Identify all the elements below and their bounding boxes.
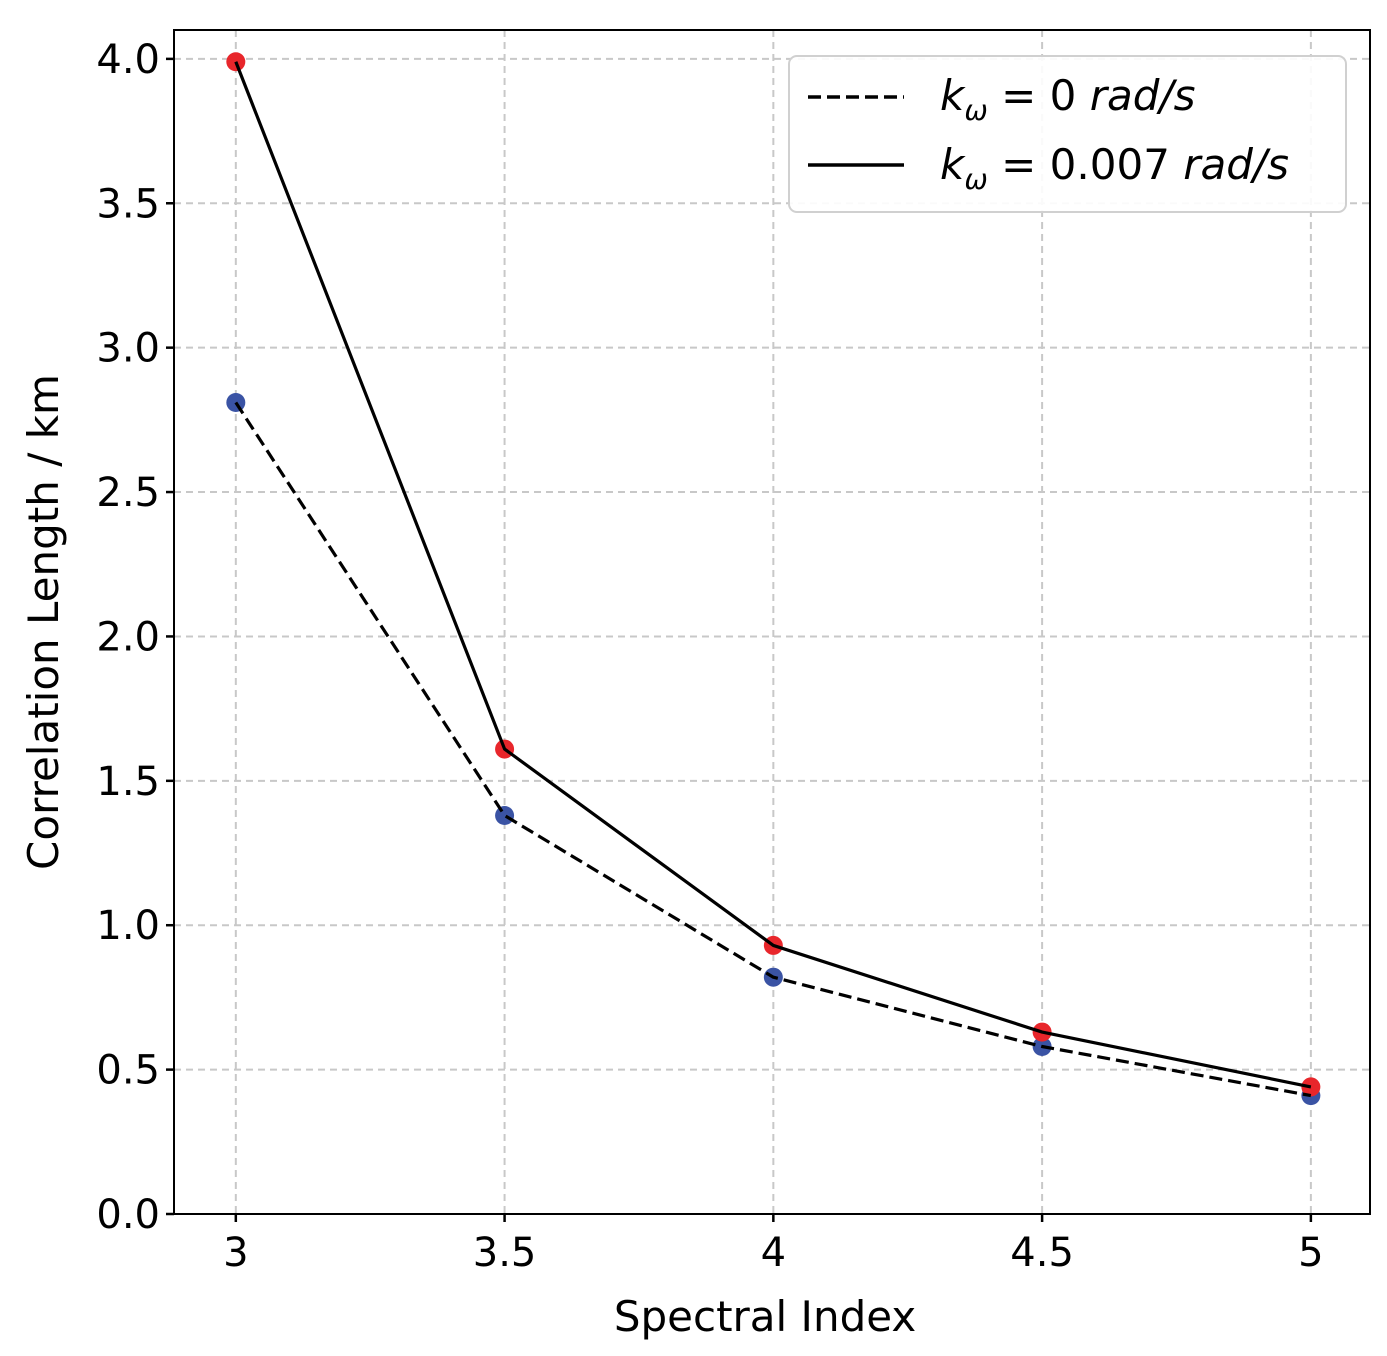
legend-entry-1: kω = 0.007 rad/s bbox=[940, 140, 1289, 196]
legend-entry-0-eq: = 0 bbox=[988, 71, 1090, 120]
legend-entry-1-unit: rad/s bbox=[1183, 140, 1289, 189]
x-tick-label: 4 bbox=[761, 1230, 786, 1276]
y-tick-label: 1.5 bbox=[96, 759, 160, 805]
y-tick-label: 1.0 bbox=[96, 903, 160, 949]
y-tick-label: 0.5 bbox=[96, 1048, 160, 1094]
grid bbox=[174, 30, 1370, 1214]
y-tick-label: 4.0 bbox=[96, 37, 160, 83]
x-axis-title: Spectral Index bbox=[614, 1292, 916, 1341]
series-layer bbox=[226, 52, 1321, 1106]
legend-entry-0-unit: rad/s bbox=[1090, 71, 1196, 120]
x-tick-label: 3 bbox=[223, 1230, 248, 1276]
legend-box bbox=[788, 55, 1347, 213]
y-axis-title: Correlation Length / km bbox=[19, 374, 68, 870]
legend-entry-0-sub: ω bbox=[964, 94, 987, 127]
legend: kω = 0 rad/s kω = 0.007 rad/s bbox=[788, 55, 1347, 213]
y-tick-label: 3.0 bbox=[96, 326, 160, 372]
x-tick-label: 5 bbox=[1298, 1230, 1323, 1276]
legend-entry-1-eq: = 0.007 bbox=[988, 140, 1183, 189]
y-tick-label: 3.5 bbox=[96, 181, 160, 227]
series-1-line bbox=[234, 61, 1312, 1089]
plot-frame bbox=[173, 29, 1371, 1215]
x-tick-label: 3.5 bbox=[473, 1230, 537, 1276]
y-tick-label: 2.0 bbox=[96, 614, 160, 660]
y-tick-label: 0.0 bbox=[96, 1192, 160, 1238]
legend-entry-1-sub: ω bbox=[964, 163, 987, 196]
y-tick-label: 2.5 bbox=[96, 470, 160, 516]
series-0-point bbox=[495, 805, 515, 825]
series-0-line bbox=[234, 401, 1312, 1098]
ticks: 3 3.5 4 4.5 5 0.0 0.5 1.0 1.5 2.0 2.5 3.0 3.5 4.0 bbox=[96, 37, 1323, 1276]
lines bbox=[234, 61, 1312, 1098]
legend-entry-0-var: k bbox=[940, 71, 966, 120]
legend-entry-1-var: k bbox=[940, 140, 966, 189]
legend-entry-0: kω = 0 rad/s bbox=[940, 71, 1195, 127]
x-tick-label: 4.5 bbox=[1010, 1230, 1074, 1276]
